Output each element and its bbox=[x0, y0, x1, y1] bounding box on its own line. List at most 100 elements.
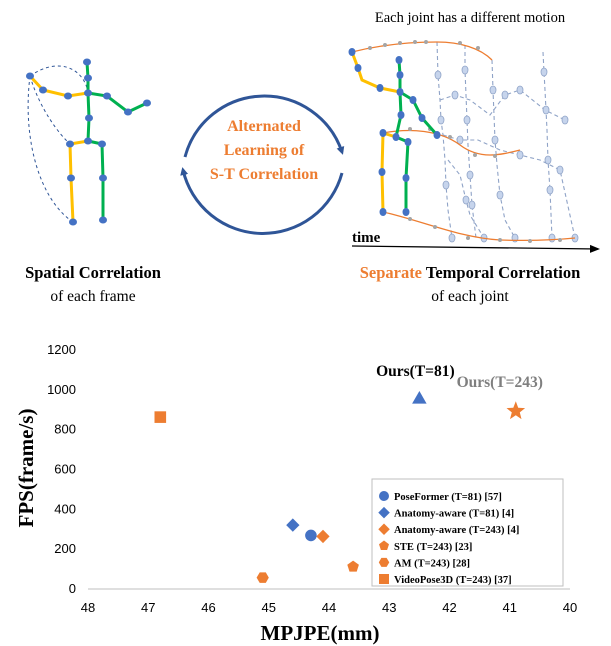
spatial-skeleton bbox=[26, 58, 151, 226]
trajectory-point bbox=[528, 239, 532, 243]
data-point bbox=[256, 572, 269, 583]
data-point bbox=[154, 411, 167, 423]
x-tick-labels: 48 47 46 45 44 43 42 41 40 bbox=[81, 600, 577, 615]
legend-marker bbox=[378, 523, 390, 535]
spatial-joint bbox=[64, 92, 72, 100]
ours-point bbox=[506, 401, 526, 420]
x-tick-label: 44 bbox=[322, 600, 336, 615]
spatial-joint bbox=[39, 86, 47, 94]
y-tick-label: 600 bbox=[54, 462, 76, 477]
spatial-caption-title: Spatial Correlation bbox=[25, 263, 161, 282]
legend-entry: AM (T=243) [28] bbox=[394, 558, 470, 569]
y-tick-label: 800 bbox=[54, 422, 76, 437]
temporal-caption-title: Separate Temporal Correlation bbox=[360, 263, 581, 282]
temporal-diagram: Each joint has a different motion bbox=[348, 10, 600, 253]
ghost-joint bbox=[548, 233, 556, 243]
x-tick-label: 45 bbox=[262, 600, 276, 615]
trajectory-point bbox=[368, 46, 372, 50]
spatial-joint bbox=[83, 58, 91, 66]
trajectory-point bbox=[558, 238, 562, 242]
trajectory-point bbox=[466, 236, 470, 240]
data-point bbox=[305, 529, 317, 542]
alternation-cycle: Alternated Learning of S-T Correlation bbox=[180, 94, 345, 235]
legend-marker bbox=[379, 491, 389, 501]
frame-joint bbox=[433, 131, 441, 139]
scatter-chart: 0 200 400 600 800 1000 1200 48 47 46 45 44 43 42 41 40… bbox=[14, 342, 577, 645]
center-label-line-1: Alternated bbox=[227, 118, 301, 135]
legend-entry: PoseFormer (T=81) [57] bbox=[394, 492, 502, 503]
trajectory-point bbox=[413, 40, 417, 44]
time-axis-arrow bbox=[351, 244, 600, 253]
temporal-caption-prefix: Separate bbox=[360, 263, 422, 282]
spatial-joint bbox=[26, 72, 34, 80]
legend-entry: VideoPose3D (T=243) [37] bbox=[394, 575, 512, 586]
center-label-line-3: S-T Correlation bbox=[210, 166, 318, 183]
spatial-limb-yellow bbox=[68, 139, 89, 223]
spatial-limb-green bbox=[85, 61, 91, 142]
data-markers bbox=[154, 411, 359, 583]
ghost-joint bbox=[456, 135, 464, 145]
spatial-joint bbox=[99, 216, 107, 224]
frame-limb-green bbox=[399, 90, 439, 136]
legend-entry: STE (T=243) [23] bbox=[394, 542, 472, 553]
y-tick-label: 1000 bbox=[47, 382, 76, 397]
spatial-joint bbox=[67, 174, 75, 182]
spatial-joint bbox=[98, 140, 106, 148]
trajectory-point bbox=[398, 41, 402, 45]
frame-joint bbox=[354, 64, 362, 72]
ghost-joint bbox=[516, 85, 524, 95]
ghost-chain bbox=[542, 51, 553, 239]
temporal-caption-sub: of each joint bbox=[431, 288, 509, 305]
ghost-joint bbox=[462, 195, 470, 205]
frame-joint bbox=[396, 71, 404, 79]
ghost-joint bbox=[540, 67, 548, 77]
ghost-joint bbox=[451, 90, 459, 100]
trajectory-point bbox=[383, 43, 387, 47]
x-tick-label: 41 bbox=[503, 600, 517, 615]
spatial-limb-green bbox=[87, 91, 148, 114]
ghost-joint bbox=[561, 115, 569, 125]
joint-trajectory bbox=[382, 129, 521, 156]
motion-caption: Each joint has a different motion bbox=[375, 10, 566, 26]
y-tick-label: 200 bbox=[54, 541, 76, 556]
frame-joint bbox=[409, 96, 417, 104]
legend-marker bbox=[379, 540, 389, 550]
y-tick-label: 0 bbox=[69, 581, 76, 596]
ghost-joint bbox=[501, 90, 509, 100]
spatial-caption-sub: of each frame bbox=[50, 288, 135, 305]
ghost-joint bbox=[496, 190, 504, 200]
ghost-joint bbox=[461, 65, 469, 75]
trajectory-point bbox=[493, 154, 497, 158]
trajectory-point bbox=[498, 238, 502, 242]
cycle-arrow-top bbox=[183, 94, 345, 158]
legend-marker bbox=[378, 506, 390, 519]
spatial-joint bbox=[84, 74, 92, 82]
spatial-joint bbox=[85, 114, 93, 122]
x-tick-label: 42 bbox=[442, 600, 456, 615]
joint-trajectory bbox=[382, 211, 576, 242]
temporal-caption-main: Temporal Correlation bbox=[426, 263, 580, 282]
spatial-joint bbox=[99, 174, 107, 182]
frame-joint bbox=[379, 208, 387, 216]
frame-joint bbox=[392, 133, 400, 141]
ghost-joint bbox=[546, 185, 554, 195]
x-axis-label: MPJPE(mm) bbox=[261, 621, 380, 645]
frame-limb-yellow bbox=[350, 51, 401, 94]
trajectory-point bbox=[448, 135, 452, 139]
y-tick-labels: 0 200 400 600 800 1000 1200 bbox=[47, 342, 76, 596]
frame-limb-yellow bbox=[380, 130, 397, 213]
ghost-joint bbox=[544, 155, 552, 165]
spatial-joint bbox=[84, 89, 92, 97]
spatial-joint bbox=[124, 108, 132, 116]
frame-joint bbox=[395, 56, 403, 64]
legend-marker bbox=[379, 574, 389, 584]
trajectory-point bbox=[476, 46, 480, 50]
spatial-dashed-link bbox=[29, 65, 89, 94]
legend: PoseFormer (T=81) [57] Anatomy-aware (T=8… bbox=[371, 478, 564, 587]
y-tick-label: 400 bbox=[54, 501, 76, 516]
ghost-joint bbox=[556, 165, 564, 175]
x-tick-label: 47 bbox=[141, 600, 155, 615]
x-tick-label: 43 bbox=[382, 600, 396, 615]
frame-joint bbox=[396, 88, 404, 96]
